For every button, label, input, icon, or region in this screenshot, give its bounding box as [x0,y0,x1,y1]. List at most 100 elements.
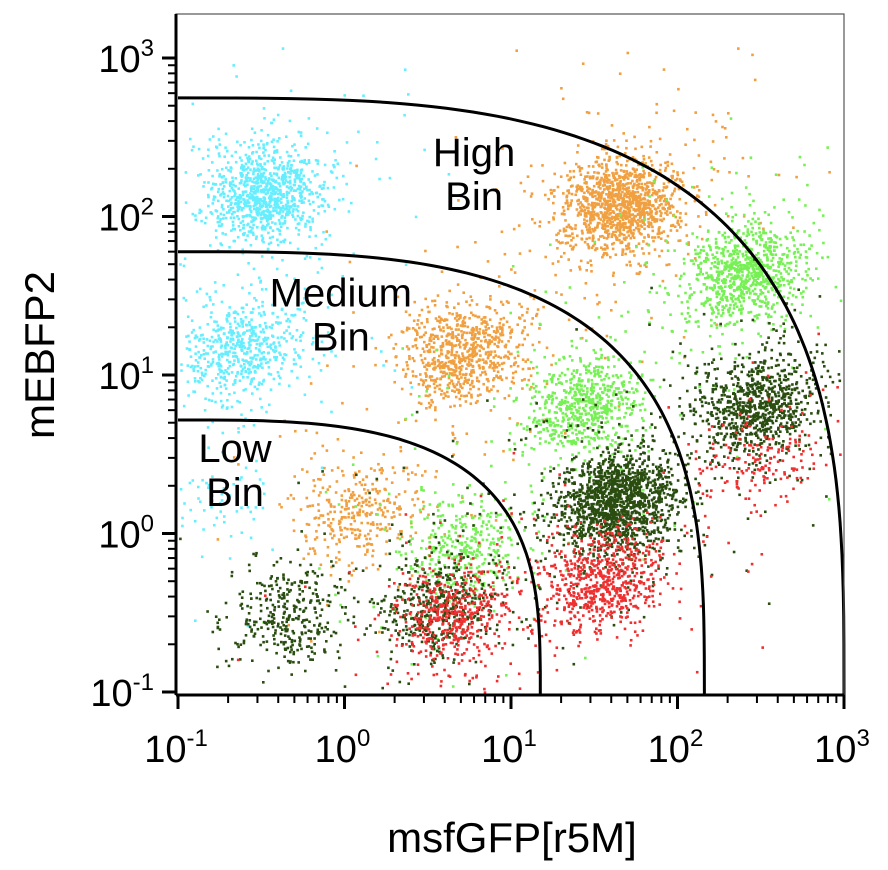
data-point [254,217,258,220]
data-point [209,211,213,214]
data-point [698,225,702,228]
data-point [501,331,504,334]
data-point [753,287,757,291]
data-point [711,308,714,312]
data-point [563,251,566,255]
data-point [458,372,462,376]
data-point [234,198,238,201]
data-point [286,497,290,500]
data-point [727,285,731,288]
data-point [311,357,315,361]
data-point [799,243,803,247]
data-point [806,183,809,187]
data-point [240,372,243,376]
data-point [229,182,233,185]
data-point [236,399,239,403]
data-point [736,287,739,291]
data-point [303,187,306,191]
data-point [625,176,628,179]
data-point [419,402,423,405]
data-point [753,299,757,302]
data-point [187,394,190,397]
data-point [780,276,783,279]
data-point [304,534,307,537]
data-point [237,217,241,221]
data-point [327,498,331,502]
data-point [298,191,302,195]
data-point [342,449,345,453]
data-point [597,203,600,206]
data-point [645,265,648,268]
data-point [358,481,362,484]
data-point [552,216,555,219]
data-point [461,354,465,358]
data-point [697,188,701,192]
data-point [507,339,510,343]
data-point [241,215,245,218]
data-point [524,360,527,363]
data-point [430,375,434,378]
data-point [579,259,583,263]
data-point [699,267,702,271]
data-point [596,382,599,386]
data-point [670,356,673,360]
data-point [595,293,599,297]
data-point [199,210,203,213]
data-point [286,199,289,203]
data-point [465,394,468,398]
data-point [616,222,620,225]
data-point [735,171,738,175]
data-point [438,325,441,329]
data-point [533,221,537,225]
data-point [202,528,205,531]
data-point [259,162,262,166]
data-point [251,231,255,235]
data-point [597,198,600,201]
data-point [256,185,260,189]
data-point [697,266,700,270]
data-point [245,214,249,217]
data-point [244,388,247,391]
data-point [452,368,455,372]
data-point [339,526,342,529]
data-point [244,417,247,420]
data-point [274,321,278,324]
data-point [694,252,698,256]
data-point [351,511,354,515]
data-point [457,354,460,358]
data-point [186,380,190,384]
data-point [286,317,290,321]
data-point [659,195,662,199]
data-point [628,198,632,201]
data-point [254,326,257,329]
data-point [766,256,769,259]
data-point [292,529,296,533]
data-point [486,345,490,349]
data-point [625,263,629,267]
data-point [498,325,502,329]
data-point [714,255,717,259]
data-point [726,265,730,269]
data-point [190,148,194,152]
data-point [388,501,392,504]
data-point [801,295,805,299]
data-point [308,235,311,238]
data-point [606,168,609,172]
data-point [653,248,657,251]
data-point [274,345,277,348]
data-point [618,209,622,212]
data-point [716,276,719,280]
data-point [601,234,604,238]
data-point [447,173,451,176]
data-point [594,226,597,230]
data-point [512,458,515,462]
data-point [590,270,593,273]
data-point [647,225,651,229]
data-point [566,207,570,211]
data-point [616,208,619,211]
data-point [611,242,614,246]
data-point [753,302,756,306]
data-point [299,180,303,183]
data-point [660,249,664,253]
data-point [270,198,273,202]
